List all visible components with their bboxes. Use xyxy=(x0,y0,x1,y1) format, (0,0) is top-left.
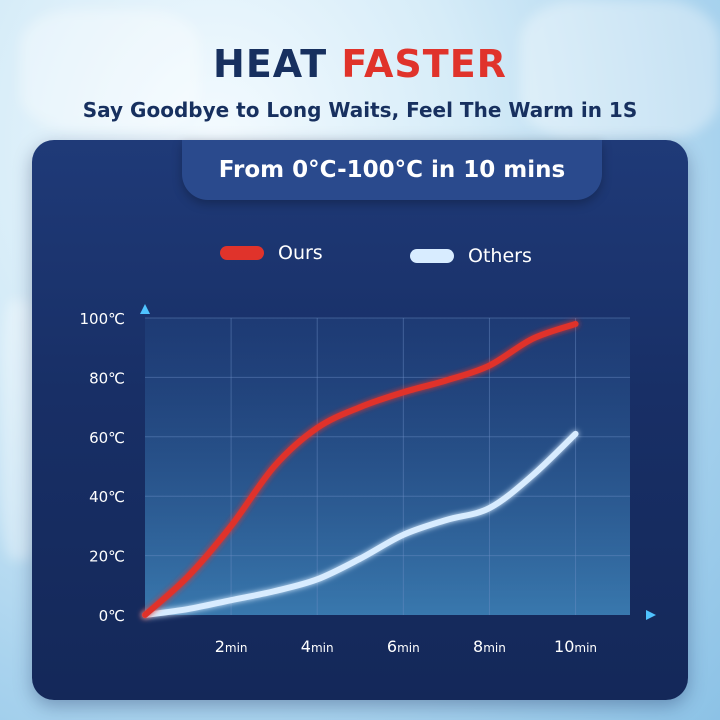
y-tick-label: 40℃ xyxy=(89,488,125,506)
series-line-ours xyxy=(142,320,579,618)
y-tick-label: 0℃ xyxy=(99,607,125,625)
page-title: HEAT FASTER xyxy=(0,42,720,86)
x-axis-arrow xyxy=(646,610,656,620)
title-part-faster: FASTER xyxy=(341,42,507,86)
x-tick-label-6min: 6min xyxy=(387,637,420,656)
y-tick-label: 60℃ xyxy=(89,429,125,447)
x-tick-label-4min: 4min xyxy=(301,637,334,656)
legend-label-others: Others xyxy=(468,245,532,267)
y-tick-label: 80℃ xyxy=(89,369,125,387)
x-tick-label-10min: 10min xyxy=(554,637,597,656)
panel-tab-label: From 0°C-100°C in 10 mins xyxy=(182,140,602,200)
ice-decoration xyxy=(20,10,200,130)
x-tick-label-8min: 8min xyxy=(473,637,506,656)
legend-label-ours: Ours xyxy=(278,242,323,264)
series-line-others xyxy=(142,430,579,618)
legend-item-others: Others xyxy=(410,245,532,267)
legend-swatch-ours xyxy=(220,246,264,260)
y-axis-arrow xyxy=(140,304,150,314)
y-tick-label: 20℃ xyxy=(89,548,125,566)
title-part-heat: HEAT xyxy=(213,42,328,86)
page-subtitle: Say Goodbye to Long Waits, Feel The Warm… xyxy=(82,98,638,122)
x-tick-label-2min: 2min xyxy=(215,637,248,656)
legend-item-ours: Ours xyxy=(220,242,323,264)
plot-area xyxy=(145,318,630,615)
y-tick-label: 100℃ xyxy=(80,310,125,328)
ice-decoration xyxy=(520,0,720,140)
legend-swatch-others xyxy=(410,249,454,263)
